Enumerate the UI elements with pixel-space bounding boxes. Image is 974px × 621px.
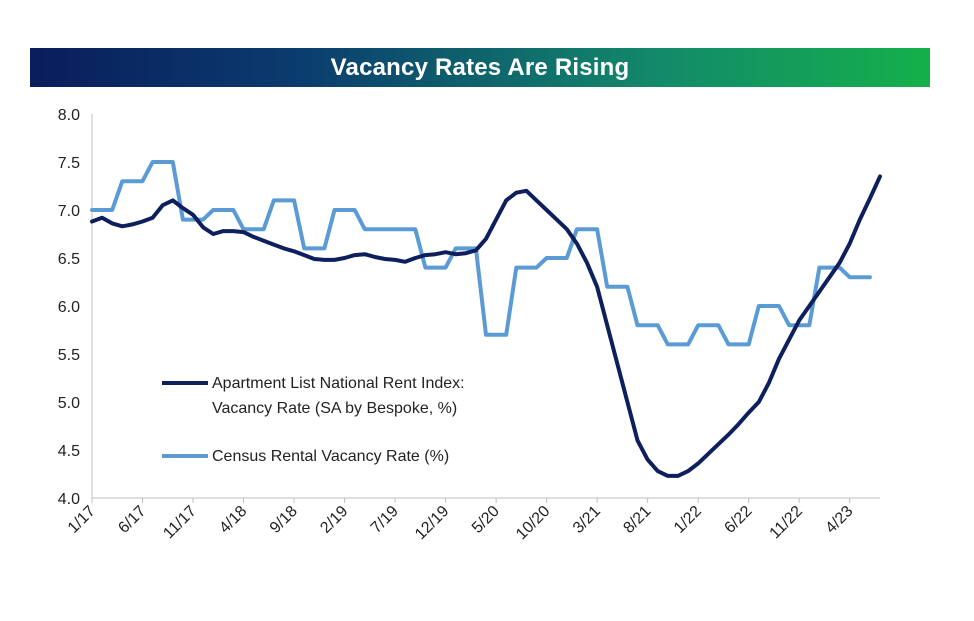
series-layer — [90, 160, 882, 478]
chart-title: Vacancy Rates Are Rising — [330, 53, 630, 81]
y-tick-label: 6.0 — [58, 299, 80, 316]
y-axis-ticks: 8.0 7.5 7.0 6.5 6.0 5.5 5.0 4.5 4.0 — [58, 107, 80, 508]
y-tick-label: 7.5 — [58, 155, 80, 172]
y-tick-label: 8.0 — [58, 107, 80, 124]
x-tick-label: 1/22 — [671, 503, 705, 537]
y-tick-label: 5.5 — [58, 347, 80, 364]
x-tick-label: 8/21 — [620, 503, 654, 537]
census-series-line — [90, 160, 872, 347]
x-tick-label: 11/22 — [767, 503, 807, 543]
chart-title-banner: Vacancy Rates Are Rising — [30, 48, 930, 87]
x-tick-label: 5/20 — [469, 503, 503, 537]
y-tick-label: 4.0 — [58, 491, 80, 508]
legend-label-apartment-list: Vacancy Rate (SA by Bespoke, %) — [212, 400, 457, 417]
legend-label-census: Census Rental Vacancy Rate (%) — [212, 448, 449, 465]
apartment-list-series-line — [90, 174, 882, 478]
legend-label-apartment-list: Apartment List National Rent Index: — [212, 375, 465, 392]
x-tick-label: 2/19 — [317, 503, 351, 537]
y-tick-label: 5.0 — [58, 395, 80, 412]
x-axis-ticks: 1/17 6/17 11/17 4/18 9/18 2/19 7/19 12/19 5/20 10… — [65, 498, 857, 543]
legend: Apartment List National Rent Index: Vacan… — [162, 375, 465, 465]
y-tick-label: 7.0 — [58, 203, 80, 220]
x-tick-label: 6/17 — [115, 503, 149, 537]
y-tick-label: 6.5 — [58, 251, 80, 268]
x-tick-label: 10/20 — [513, 503, 553, 543]
x-tick-label: 11/17 — [160, 503, 200, 543]
x-tick-label: 12/19 — [412, 503, 452, 543]
x-tick-label: 3/21 — [570, 503, 604, 537]
x-tick-label: 4/23 — [822, 503, 856, 537]
x-tick-label: 9/18 — [267, 503, 301, 537]
x-tick-label: 4/18 — [216, 503, 250, 537]
x-tick-label: 7/19 — [368, 503, 402, 537]
y-tick-label: 4.5 — [58, 443, 80, 460]
x-tick-label: 6/22 — [721, 503, 755, 537]
